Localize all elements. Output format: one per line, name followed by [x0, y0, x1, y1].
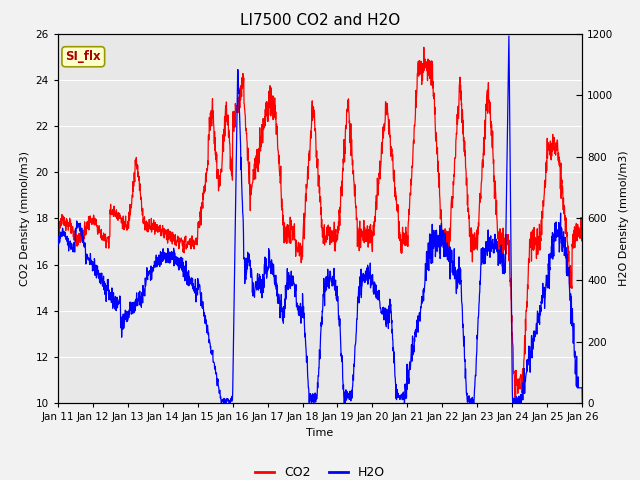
Title: LI7500 CO2 and H2O: LI7500 CO2 and H2O	[240, 13, 400, 28]
Text: SI_flx: SI_flx	[65, 50, 101, 63]
X-axis label: Time: Time	[307, 428, 333, 438]
Y-axis label: H2O Density (mmol/m3): H2O Density (mmol/m3)	[619, 151, 629, 286]
Y-axis label: CO2 Density (mmol/m3): CO2 Density (mmol/m3)	[20, 151, 30, 286]
Legend: CO2, H2O: CO2, H2O	[250, 461, 390, 480]
